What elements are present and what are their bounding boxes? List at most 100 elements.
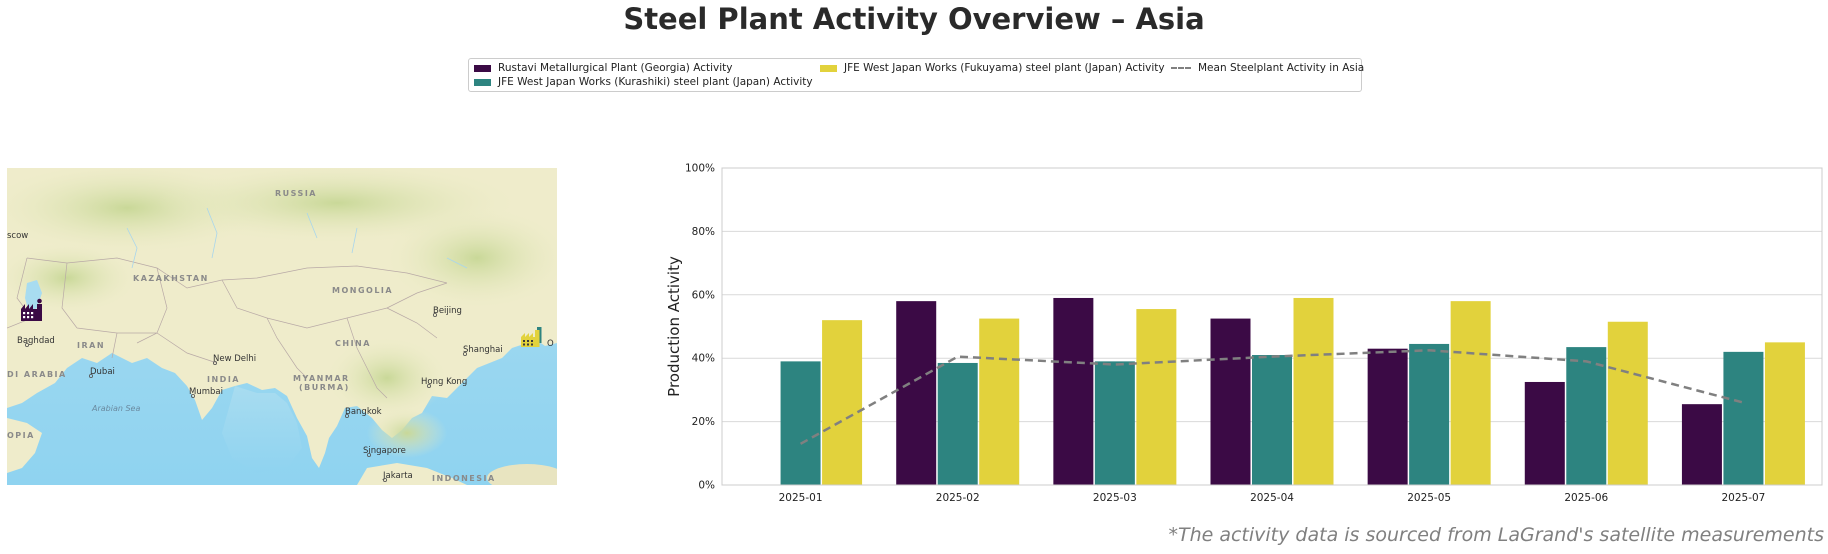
- map-label-osaka: O: [547, 339, 554, 349]
- rivers: [126, 207, 468, 269]
- y-tick-label: 0%: [698, 480, 715, 492]
- bay-of-bengal: [222, 386, 302, 473]
- map-label-shanghai: Shanghai: [463, 345, 503, 355]
- bar-2025-07-series-2: [1764, 342, 1805, 485]
- city-dot-dubai: [89, 373, 94, 378]
- legend-item-mean: Mean Steelplant Activity in Asia: [1171, 62, 1364, 74]
- bar-2025-04-series-1: [1252, 355, 1292, 485]
- map-label-myanmar: MYANMAR: [293, 374, 350, 383]
- legend-label-fukuyama: JFE West Japan Works (Fukuyama) steel pl…: [844, 62, 1165, 74]
- bar-2025-02-series-0: [896, 301, 937, 485]
- bar-2025-02-series-2: [979, 318, 1020, 485]
- map-label-new-delhi: New Delhi: [213, 354, 256, 364]
- legend-label-kurashiki: JFE West Japan Works (Kurashiki) steel p…: [498, 76, 813, 88]
- mean-activity-line: [799, 349, 1744, 445]
- map-label-jakarta: Jakarta: [382, 471, 413, 481]
- factory-icon-fukuyama: [521, 330, 540, 347]
- y-tick-label: 80%: [692, 226, 715, 238]
- map-label-russia: RUSSIA: [275, 189, 317, 198]
- bar-2025-05-series-1: [1409, 343, 1450, 485]
- bar-2025-06-series-2: [1607, 321, 1648, 485]
- legend-swatch-mean: [1171, 67, 1191, 69]
- vegetation-east: [387, 208, 557, 308]
- legend-label-mean: Mean Steelplant Activity in Asia: [1198, 62, 1365, 74]
- bar-2025-06-series-1: [1566, 347, 1607, 485]
- x-tick-label: 2025-01: [779, 492, 823, 504]
- bar-2025-05-series-0: [1367, 348, 1408, 485]
- map-label-hong-kong: Hong Kong: [421, 377, 467, 387]
- map-label-dubai: Dubai: [90, 367, 115, 377]
- plot-frame: [721, 167, 1823, 486]
- map-label-india: INDIA: [207, 375, 240, 384]
- city-dot-mumbai: [190, 393, 195, 398]
- bar-2025-03-series-0: [1053, 297, 1094, 485]
- land-borneo: [487, 464, 557, 485]
- legend-swatch-fukuyama: [820, 64, 837, 72]
- bar-2025-01-series-1: [780, 361, 821, 485]
- x-tick-label: 2025-06: [1564, 492, 1608, 504]
- footnote: *The activity data is sourced from LaGra…: [1168, 524, 1824, 546]
- y-tick-label: 100%: [685, 163, 715, 175]
- legend-item-rustavi: Rustavi Metallurgical Plant (Georgia) Ac…: [474, 62, 732, 74]
- city-dot-hong-kong: [426, 383, 431, 388]
- legend-item-fukuyama: JFE West Japan Works (Fukuyama) steel pl…: [820, 62, 1165, 74]
- x-tick-label: 2025-02: [936, 492, 980, 504]
- city-dot-beijing: [432, 312, 437, 317]
- bar-2025-06-series-0: [1524, 381, 1565, 485]
- map-label-kazakhstan: KAZAKHSTAN: [133, 274, 209, 283]
- chart-legend: Rustavi Metallurgical Plant (Georgia) Ac…: [468, 58, 1364, 92]
- legend-swatch-rustavi: [474, 64, 491, 72]
- map-label-burma: (BURMA): [299, 383, 350, 392]
- map-label-indonesia: INDONESIA: [432, 474, 496, 483]
- city-dot-new-delhi: [212, 360, 217, 365]
- bar-2025-01-series-2: [822, 320, 863, 485]
- land-se-asia: [357, 463, 467, 485]
- map-label-iran: IRAN: [77, 341, 105, 350]
- legend-swatch-kurashiki: [474, 78, 491, 86]
- bar-2025-07-series-1: [1723, 351, 1764, 485]
- map-label-mongolia: MONGOLIA: [332, 286, 393, 295]
- vegetation-south-china: [327, 338, 447, 418]
- country-borders: [7, 257, 448, 399]
- bar-2025-02-series-1: [937, 362, 978, 485]
- map-label-saudi-arabia: DI ARABIA: [7, 370, 67, 379]
- map-svg: RUSSIA KAZAKHSTAN MONGOLIA CHINA IRAN IN…: [7, 168, 557, 485]
- map-label-ethiopia: OPIA: [7, 431, 35, 440]
- bar-2025-04-series-2: [1293, 297, 1334, 485]
- city-dot-shanghai: [462, 351, 467, 356]
- y-tick-label: 40%: [692, 353, 715, 365]
- bar-2025-03-series-1: [1094, 361, 1135, 485]
- bar-2025-03-series-2: [1136, 309, 1177, 485]
- city-dot-singapore: [366, 452, 371, 457]
- city-dot-bangkok: [344, 413, 349, 418]
- map-label-singapore: Singapore: [363, 446, 406, 456]
- x-tick-label: 2025-03: [1093, 492, 1137, 504]
- land-africa: [7, 418, 42, 473]
- city-dot-jakarta: [382, 477, 387, 482]
- bar-2025-07-series-0: [1681, 404, 1722, 485]
- land-japan: [527, 298, 557, 346]
- bar-2025-04-series-0: [1210, 318, 1251, 485]
- y-axis-label: Production Activity: [665, 256, 683, 397]
- map-label-bangkok: Bangkok: [345, 407, 382, 417]
- y-tick-label: 20%: [692, 416, 715, 428]
- x-tick-label: 2025-05: [1407, 492, 1451, 504]
- x-tick-label: 2025-07: [1721, 492, 1765, 504]
- map-label-baghdad: Baghdad: [17, 336, 55, 346]
- page-title: Steel Plant Activity Overview – Asia: [623, 2, 1205, 36]
- map-label-mumbai: Mumbai: [189, 387, 223, 397]
- city-dot-baghdad: [24, 342, 29, 347]
- factory-icon-rustavi: [21, 298, 42, 321]
- map-label-china: CHINA: [335, 339, 371, 348]
- map-label-beijing: Beijing: [433, 306, 462, 316]
- legend-item-kurashiki: JFE West Japan Works (Kurashiki) steel p…: [474, 76, 813, 88]
- bar-2025-05-series-2: [1450, 301, 1491, 485]
- x-tick-label: 2025-04: [1250, 492, 1294, 504]
- vegetation-indochina: [367, 408, 447, 458]
- asia-map: RUSSIA KAZAKHSTAN MONGOLIA CHINA IRAN IN…: [7, 168, 557, 485]
- y-tick-label: 60%: [692, 289, 715, 301]
- map-label-moscow: scow: [7, 231, 28, 241]
- legend-label-rustavi: Rustavi Metallurgical Plant (Georgia) Ac…: [498, 62, 733, 74]
- map-label-arabian-sea: Arabian Sea: [91, 404, 140, 413]
